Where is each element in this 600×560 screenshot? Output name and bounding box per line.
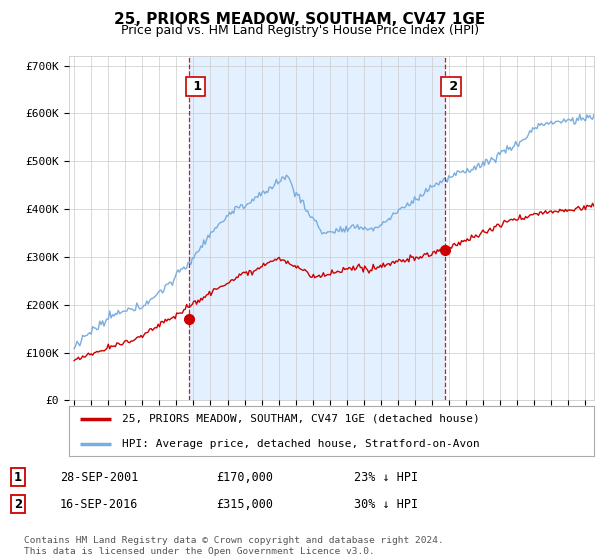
Text: Contains HM Land Registry data © Crown copyright and database right 2024.
This d: Contains HM Land Registry data © Crown c… <box>24 536 444 556</box>
Text: £170,000: £170,000 <box>216 470 273 484</box>
Bar <box>189 56 445 400</box>
Text: 25, PRIORS MEADOW, SOUTHAM, CV47 1GE (detached house): 25, PRIORS MEADOW, SOUTHAM, CV47 1GE (de… <box>121 414 479 423</box>
Text: 16-SEP-2016: 16-SEP-2016 <box>60 497 139 511</box>
Text: 2: 2 <box>445 80 458 93</box>
Text: 23% ↓ HPI: 23% ↓ HPI <box>354 470 418 484</box>
Text: 1: 1 <box>14 470 22 484</box>
Text: 25, PRIORS MEADOW, SOUTHAM, CV47 1GE: 25, PRIORS MEADOW, SOUTHAM, CV47 1GE <box>115 12 485 27</box>
Text: 1: 1 <box>189 80 202 93</box>
Text: 28-SEP-2001: 28-SEP-2001 <box>60 470 139 484</box>
Text: HPI: Average price, detached house, Stratford-on-Avon: HPI: Average price, detached house, Stra… <box>121 439 479 449</box>
Text: 30% ↓ HPI: 30% ↓ HPI <box>354 497 418 511</box>
Text: £315,000: £315,000 <box>216 497 273 511</box>
Text: Price paid vs. HM Land Registry's House Price Index (HPI): Price paid vs. HM Land Registry's House … <box>121 24 479 37</box>
Text: 2: 2 <box>14 497 22 511</box>
